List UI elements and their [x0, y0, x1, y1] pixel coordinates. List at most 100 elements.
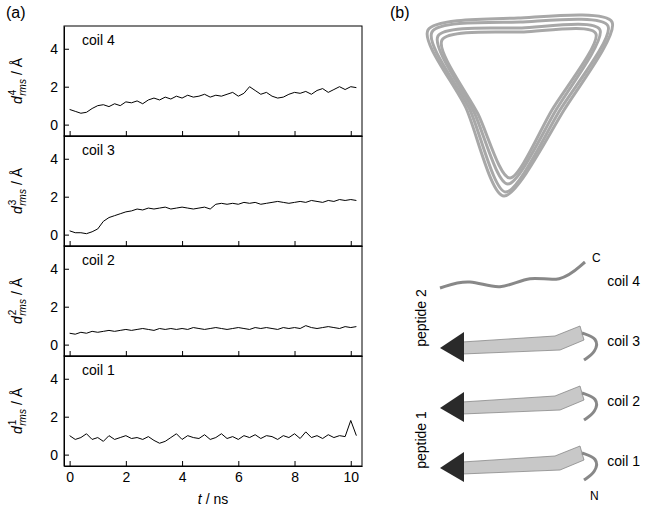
x-tick-mark	[182, 241, 183, 246]
x-tick	[70, 351, 71, 356]
x-tick-mark	[238, 351, 239, 356]
x-tick: 10	[343, 461, 359, 485]
coil-trace	[440, 262, 585, 288]
y-axis: 024	[50, 247, 69, 357]
beta-strand	[462, 446, 584, 474]
y-axis-line	[64, 247, 65, 357]
x-tick-mark	[70, 131, 71, 136]
x-tick-mark	[182, 461, 183, 466]
x-tick	[238, 131, 239, 136]
backbone-trace	[441, 29, 596, 178]
x-axis-title: t/ ns	[198, 491, 228, 507]
y-tick: 2	[50, 409, 69, 425]
backbone-trace	[437, 24, 600, 184]
y-title-subscript: rms	[17, 409, 28, 426]
y-tick-mark	[64, 379, 69, 380]
subplot-title: coil 2	[82, 252, 115, 268]
x-tick	[126, 351, 127, 356]
x-tick	[126, 131, 127, 136]
x-tick-label: 8	[291, 469, 299, 485]
strand-arrow	[440, 332, 464, 362]
plot-area	[70, 87, 357, 114]
x-tick	[182, 351, 183, 356]
x-title-unit: / ns	[206, 491, 229, 507]
x-tick-mark	[126, 461, 127, 466]
y-tick-label: 2	[50, 409, 58, 425]
coil-label: coil 4	[607, 273, 640, 289]
y-axis-title: d1rms/ Å	[7, 387, 28, 434]
y-tick: 2	[50, 189, 69, 205]
beta-strand	[462, 386, 584, 414]
x-tick-mark	[295, 131, 296, 136]
peptide-label: peptide 1	[413, 411, 429, 469]
backbone-trace	[427, 15, 613, 196]
beta-strand	[462, 326, 584, 354]
x-tick: 2	[122, 461, 130, 485]
y-tick-mark	[64, 235, 69, 236]
x-tick-mark	[351, 351, 352, 356]
y-tick-label: 0	[50, 117, 58, 133]
x-tick-mark	[295, 461, 296, 466]
x-tick	[295, 351, 296, 356]
series-line	[70, 420, 357, 443]
x-tick-label: 0	[66, 469, 74, 485]
x-axis: 0246810	[65, 461, 363, 485]
y-tick-label: 0	[50, 447, 58, 463]
x-tick: 6	[235, 461, 243, 485]
x-tick-mark	[238, 241, 239, 246]
y-title-unit: / Å	[9, 167, 25, 185]
strand-arrow	[440, 392, 464, 422]
y-axis-title: d3rms/ Å	[7, 167, 28, 214]
y-tick: 0	[50, 447, 69, 463]
y-title-unit: / Å	[9, 277, 25, 295]
y-axis: 0 2 4	[50, 357, 69, 467]
subplot-title: coil 4	[82, 32, 115, 48]
plot-frame	[64, 136, 362, 246]
subplot-title: coil 1	[82, 362, 115, 378]
x-tick-mark	[238, 461, 239, 466]
y-tick: 4	[50, 261, 69, 277]
x-tick: 0	[66, 461, 74, 485]
y-tick-label: 2	[50, 189, 58, 205]
y-tick-mark	[64, 307, 69, 308]
coil-label: coil 3	[607, 333, 640, 349]
plot-area	[70, 420, 357, 443]
x-tick-label: 6	[235, 469, 243, 485]
subplot: 024 coil 2 d2rms/ Å	[7, 246, 363, 357]
x-tick-mark	[351, 241, 352, 246]
panel-label: (b)	[390, 4, 410, 21]
strand-arrow	[440, 452, 464, 482]
y-tick-label: 4	[50, 261, 58, 277]
series-line	[70, 326, 357, 335]
coil-trace	[582, 333, 596, 360]
x-tick	[70, 241, 71, 246]
x-tick-mark	[351, 131, 352, 136]
subplot: 024coil 4d4rms/ Å	[7, 26, 363, 137]
y-tick-label: 4	[50, 151, 58, 167]
y-tick-mark	[64, 87, 69, 88]
panel-label: (a)	[6, 4, 26, 21]
y-tick-mark	[64, 159, 69, 160]
y-tick: 4	[50, 151, 69, 167]
x-tick-mark	[70, 461, 71, 466]
x-tick-mark	[351, 461, 352, 466]
y-tick-mark	[64, 49, 69, 50]
figure: (a)(b)024coil 4d4rms/ Å024coil 3d3rms/ Å…	[0, 0, 648, 520]
subplot: 0240246810coil 1d1rms/ Åt/ ns	[7, 356, 363, 507]
series-line	[70, 200, 357, 234]
y-tick-mark	[64, 345, 69, 346]
x-title-symbol: t	[198, 491, 203, 507]
x-tick-mark	[182, 351, 183, 356]
structure-panel: coil 1coil 2coil 3coil 4peptide 2peptide…	[413, 15, 640, 503]
x-axis-line	[65, 466, 363, 467]
y-axis-title: d2rms/ Å	[7, 277, 28, 324]
plot-area	[70, 326, 357, 335]
y-tick-label: 4	[50, 371, 58, 387]
terminus-label: N	[590, 489, 599, 503]
x-tick	[126, 241, 127, 246]
x-tick-mark	[126, 351, 127, 356]
y-tick-label: 2	[50, 79, 58, 95]
y-axis-line	[64, 27, 65, 137]
y-tick: 0	[50, 117, 69, 133]
x-tick: 8	[291, 461, 299, 485]
